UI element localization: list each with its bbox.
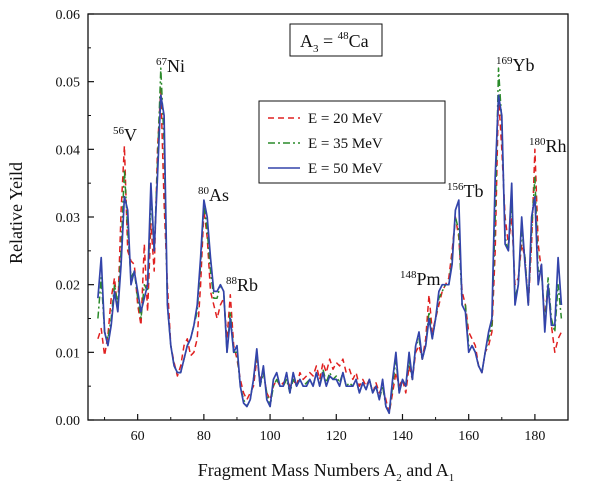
x-tick-label: 80: [197, 429, 211, 444]
annotation-rh180: 180Rh: [529, 136, 567, 156]
series-line-2: [97, 94, 563, 415]
x-tick-label: 180: [524, 429, 545, 444]
annotation-as80: 80As: [198, 185, 229, 205]
y-tick-label: 0.01: [56, 346, 81, 361]
peak-annotations: 56V 67Ni 80As 88Rb 148Pm 156Tb 169Yb 180…: [113, 55, 567, 295]
series-layer: [97, 67, 563, 415]
x-tick-label: 100: [260, 429, 281, 444]
reaction-box: A3 = 48Ca: [289, 23, 383, 57]
y-tick-label: 0.03: [56, 211, 81, 226]
legend: E = 20 MeV E = 35 MeV E = 50 MeV: [258, 100, 446, 184]
x-tick-label: 140: [392, 429, 413, 444]
y-axis-title: Relative Yeild: [6, 162, 26, 264]
y-tick-label: 0.06: [56, 8, 81, 23]
y-tick-label: 0.05: [56, 76, 81, 91]
ticks-layer: 60 80 100 120 140 160 180 0.00 0.01 0.02 0.03 0.04 0…: [56, 8, 569, 444]
reaction-box-label: A3 = 48Ca: [300, 30, 369, 55]
legend-label-35mev: E = 35 MeV: [308, 136, 383, 152]
annotation-tb156: 156Tb: [447, 181, 484, 201]
legend-frame: [258, 100, 446, 184]
legend-label-20mev: E = 20 MeV: [308, 111, 383, 127]
annotation-yb169: 169Yb: [496, 55, 535, 75]
annotation-ni67: 67Ni: [156, 56, 185, 76]
x-tick-label: 60: [131, 429, 145, 444]
y-tick-label: 0.04: [56, 143, 81, 158]
x-tick-label: 120: [326, 429, 347, 444]
annotation-v56: 56V: [113, 125, 137, 145]
x-tick-label: 160: [458, 429, 479, 444]
x-axis-title: Fragment Mass Numbers A2 and A1: [198, 460, 454, 484]
annotation-pm148: 148Pm: [400, 269, 441, 289]
reaction-box-frame: [289, 23, 383, 57]
legend-label-50mev: E = 50 MeV: [308, 161, 383, 177]
annotation-rb88: 88Rb: [226, 275, 258, 295]
y-tick-label: 0.02: [56, 279, 81, 294]
y-tick-label: 0.00: [56, 414, 81, 429]
